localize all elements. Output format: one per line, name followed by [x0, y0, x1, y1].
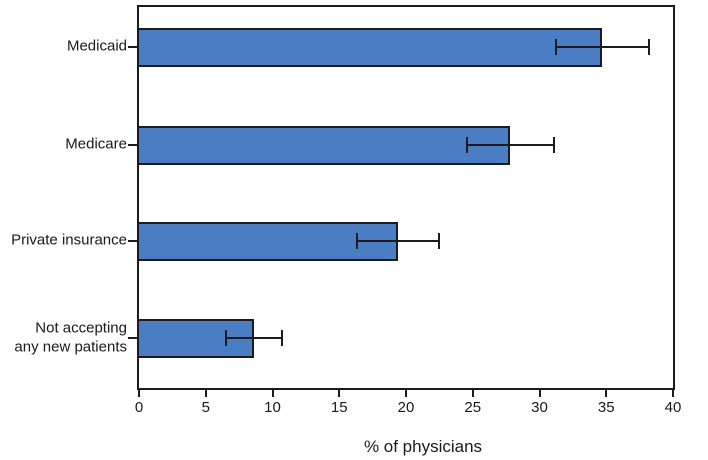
y-tick-private-insurance — [128, 240, 137, 242]
x-tick-35 — [605, 390, 608, 397]
x-tick-25 — [471, 390, 474, 397]
bar-private-insurance — [139, 221, 398, 261]
error-bar-cap-high-not-accepting-any-new-patients — [280, 330, 283, 346]
error-bar-cap-low-medicare — [466, 137, 469, 153]
category-label-private-insurance: Private insurance — [11, 231, 127, 249]
x-tick-label-30: 30 — [531, 399, 548, 416]
error-bar-cap-high-private-insurance — [438, 233, 441, 249]
x-tick-label-10: 10 — [264, 399, 281, 416]
x-tick-label-0: 0 — [134, 399, 144, 416]
category-label-medicare: Medicare — [65, 135, 127, 153]
error-bar-medicaid — [555, 46, 649, 48]
x-tick-label-35: 35 — [597, 399, 615, 416]
y-tick-medicare — [128, 144, 137, 146]
y-tick-not-accepting-any-new-patients — [128, 337, 137, 339]
x-tick-label-20: 20 — [397, 399, 415, 416]
error-bar-cap-low-medicaid — [554, 39, 557, 55]
x-tick-10 — [271, 390, 274, 397]
error-bar-cap-low-not-accepting-any-new-patients — [224, 330, 227, 346]
y-tick-medicaid — [128, 46, 137, 48]
x-tick-20 — [405, 390, 407, 397]
x-tick-label-25: 25 — [464, 399, 482, 416]
x-tick-0 — [138, 390, 140, 397]
x-tick-30 — [538, 390, 541, 397]
x-tick-label-40: 40 — [664, 399, 682, 416]
x-tick-15 — [338, 390, 341, 397]
x-tick-40 — [672, 390, 674, 397]
category-label-medicaid: Medicaid — [66, 37, 127, 55]
error-bar-medicare — [467, 144, 555, 146]
x-tick-label-15: 15 — [330, 399, 348, 416]
error-bar-cap-low-private-insurance — [355, 233, 358, 249]
error-bar-private-insurance — [356, 240, 440, 242]
plot-area — [137, 5, 675, 390]
bar-medicare — [139, 125, 511, 165]
x-tick-label-5: 5 — [201, 399, 210, 416]
error-bar-cap-high-medicaid — [647, 39, 650, 55]
error-bar-not-accepting-any-new-patients — [225, 337, 282, 339]
x-axis-label: % of physicians — [363, 437, 483, 456]
x-tick-5 — [204, 390, 207, 397]
error-bar-cap-high-medicare — [553, 137, 556, 153]
category-label-not-accepting-any-new-patients: Not accepting any new patients — [14, 319, 127, 355]
bar-medicaid — [139, 27, 603, 67]
